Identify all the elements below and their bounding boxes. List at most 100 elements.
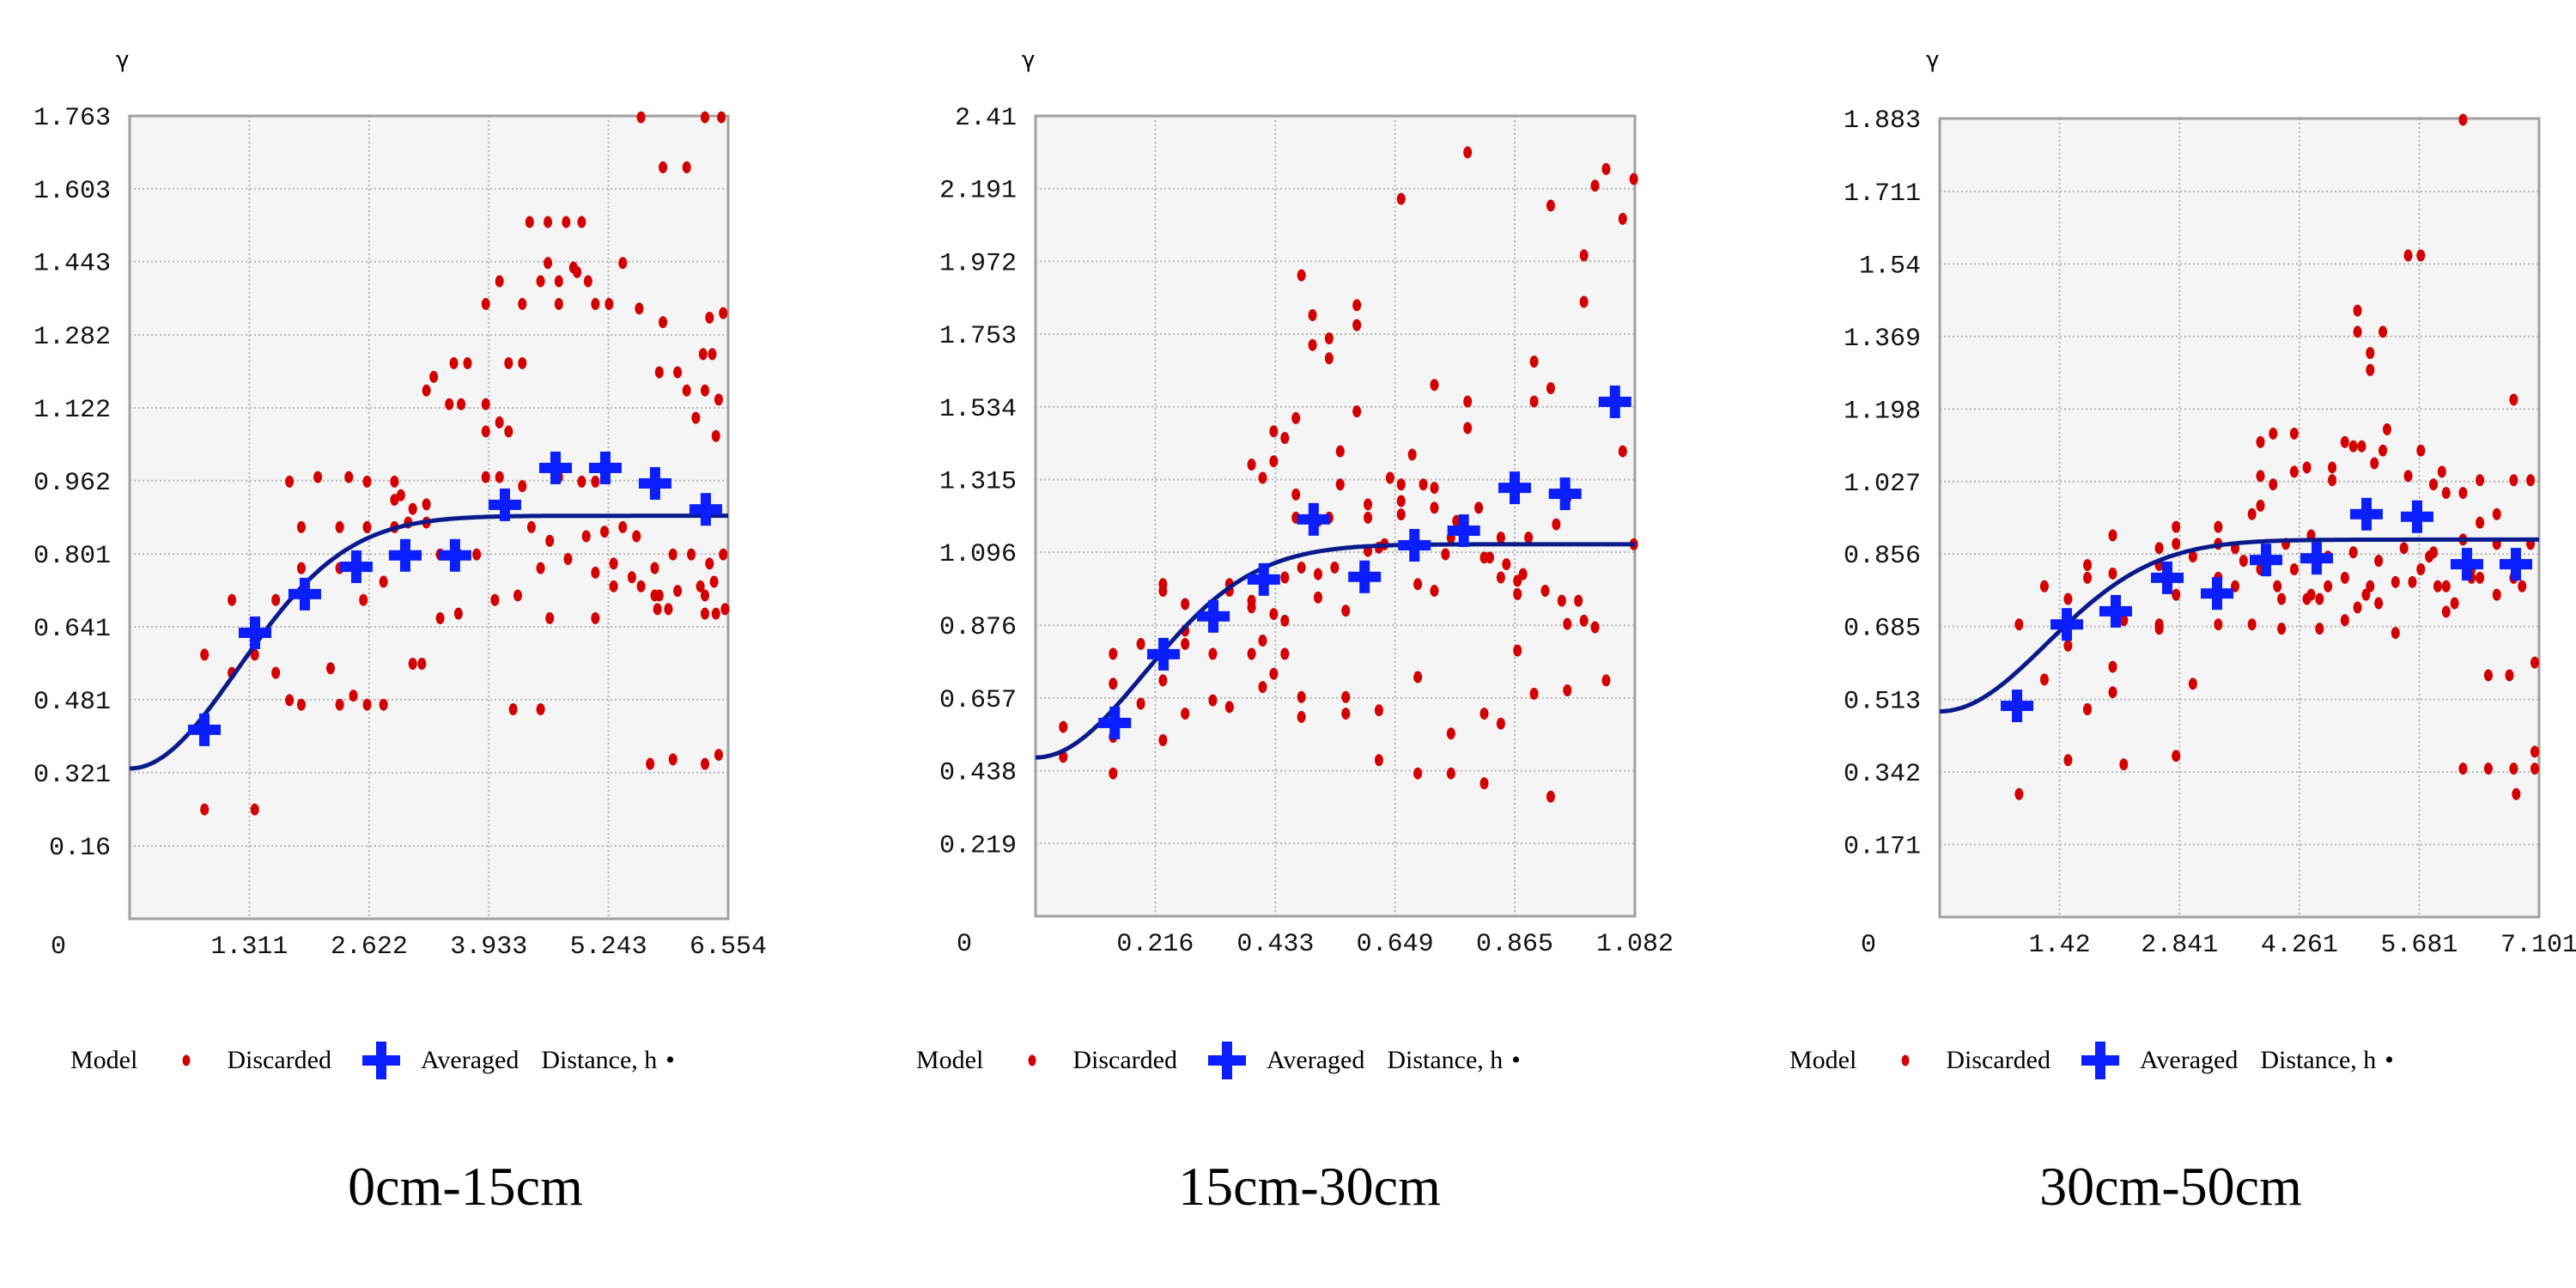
averaged-point bbox=[689, 493, 722, 526]
discarded-point bbox=[2315, 592, 2324, 605]
y-tick-label: 1.315 bbox=[939, 467, 1017, 496]
discarded-point bbox=[508, 703, 518, 716]
discarded-point bbox=[691, 411, 701, 424]
discarded-point bbox=[1546, 382, 1555, 395]
discarded-point bbox=[1247, 647, 1256, 660]
discarded-point bbox=[504, 425, 513, 438]
discarded-point bbox=[1413, 767, 1423, 780]
discarded-point bbox=[1280, 432, 1290, 445]
discarded-point bbox=[618, 520, 628, 533]
discarded-point bbox=[362, 520, 372, 533]
discarded-point bbox=[545, 534, 555, 547]
discarded-point bbox=[2509, 474, 2518, 487]
discarded-point bbox=[2239, 555, 2248, 568]
discarded-point bbox=[709, 575, 719, 588]
discarded-point bbox=[1618, 212, 1627, 225]
averaged-point bbox=[2300, 542, 2333, 575]
discarded-point bbox=[562, 216, 571, 228]
discarded-point bbox=[605, 298, 614, 311]
y-tick-label: 0.962 bbox=[33, 469, 111, 498]
averaged-point bbox=[1447, 514, 1480, 548]
discarded-point bbox=[1308, 309, 1317, 322]
y-tick-label: 0.685 bbox=[1844, 615, 1921, 644]
legend-model-label: Model bbox=[70, 1046, 138, 1074]
y-tick-label: 1.883 bbox=[1844, 106, 1921, 136]
legend-model-label: Model bbox=[1789, 1046, 1857, 1074]
discarded-point bbox=[554, 298, 563, 311]
discarded-point bbox=[1181, 598, 1190, 611]
discarded-point bbox=[2256, 470, 2265, 483]
discarded-point bbox=[711, 429, 720, 442]
discarded-point bbox=[2302, 461, 2312, 474]
averaged-point bbox=[187, 713, 221, 746]
y-tick-label: 0.171 bbox=[1844, 833, 1921, 862]
discarded-point bbox=[1396, 478, 1406, 491]
discarded-point bbox=[700, 757, 709, 770]
legend-trailing-dot: • bbox=[1511, 1046, 1521, 1074]
discarded-point bbox=[1419, 478, 1428, 491]
discarded-point bbox=[668, 753, 677, 766]
discarded-point bbox=[2361, 588, 2371, 601]
discarded-point bbox=[714, 393, 723, 406]
discarded-point bbox=[698, 348, 708, 361]
discarded-point bbox=[711, 607, 720, 620]
discarded-point bbox=[544, 257, 553, 270]
discarded-point bbox=[2518, 580, 2527, 592]
x-tick-label: 5.681 bbox=[2380, 931, 2458, 960]
discarded-point bbox=[1546, 199, 1555, 212]
discarded-point bbox=[2366, 580, 2375, 592]
discarded-point bbox=[659, 316, 668, 329]
discarded-point bbox=[2172, 750, 2181, 762]
averaged-point bbox=[339, 550, 373, 584]
y-tick-label: 1.369 bbox=[1844, 325, 1921, 354]
discarded-point bbox=[1479, 777, 1489, 790]
discarded-point bbox=[1529, 687, 1539, 700]
averaged-point bbox=[1247, 562, 1280, 596]
discarded-point bbox=[664, 603, 673, 616]
discarded-point bbox=[705, 311, 714, 324]
discarded-point bbox=[2379, 444, 2388, 457]
discarded-point bbox=[1158, 585, 1168, 598]
x-tick-label: 2.622 bbox=[331, 933, 408, 962]
discarded-point bbox=[2273, 580, 2282, 592]
y-axis-label: γ bbox=[116, 47, 130, 73]
discarded-point bbox=[1430, 585, 1439, 598]
discarded-point bbox=[2509, 762, 2518, 775]
discarded-point bbox=[1579, 249, 1589, 262]
discarded-point bbox=[700, 589, 709, 602]
discarded-point bbox=[359, 593, 368, 606]
discarded-point bbox=[1314, 591, 1323, 604]
panel-title: 15cm-30cm bbox=[1178, 1156, 1441, 1217]
discarded-point bbox=[1463, 146, 1473, 159]
discarded-point bbox=[429, 370, 439, 383]
discarded-point bbox=[1314, 568, 1323, 580]
model-curve bbox=[1036, 542, 1635, 760]
discarded-point bbox=[2441, 580, 2451, 592]
discarded-point bbox=[2324, 580, 2333, 592]
discarded-point bbox=[417, 658, 427, 671]
discarded-point bbox=[445, 398, 454, 410]
discarded-point bbox=[705, 557, 714, 570]
discarded-point bbox=[2526, 474, 2536, 487]
averaged-point bbox=[1398, 529, 1431, 562]
discarded-point bbox=[2505, 669, 2514, 682]
scatter-plot: 0.16 0.321 0.481 0.641 0.801 0.962 1.122 1.282 1… bbox=[33, 104, 767, 962]
averaged-plus-icon bbox=[1207, 1042, 1246, 1079]
discarded-point bbox=[1601, 162, 1611, 175]
plot-frame bbox=[1938, 117, 2541, 919]
discarded-point bbox=[2403, 470, 2413, 483]
y-tick-label: 1.198 bbox=[1844, 397, 1921, 426]
averaged-point bbox=[488, 488, 521, 521]
discarded-point bbox=[2256, 499, 2265, 512]
discarded-point bbox=[700, 607, 709, 620]
averaged-points bbox=[1098, 385, 1631, 739]
discarded-point bbox=[1258, 635, 1267, 647]
discarded-point bbox=[1546, 790, 1555, 803]
discarded-point bbox=[2374, 555, 2384, 568]
discarded-point bbox=[2512, 787, 2521, 800]
discarded-point bbox=[568, 261, 578, 274]
discarded-point bbox=[2391, 575, 2400, 588]
discarded-point bbox=[1330, 561, 1340, 574]
averaged-point bbox=[2349, 497, 2383, 531]
discarded-point bbox=[2328, 461, 2337, 474]
